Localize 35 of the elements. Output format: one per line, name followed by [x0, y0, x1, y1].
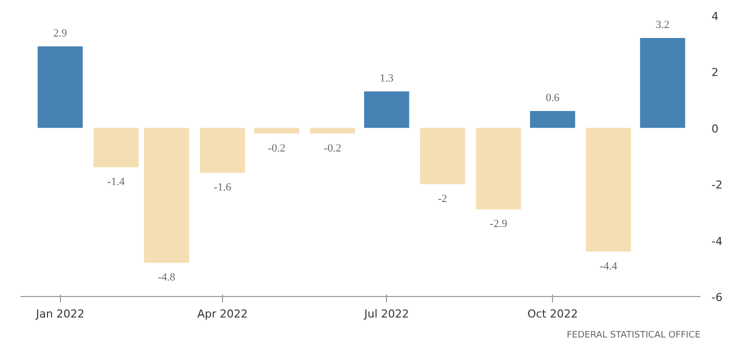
- bar: [530, 111, 576, 128]
- x-tick-label: Apr 2022: [197, 308, 248, 320]
- bar: [420, 128, 466, 184]
- bar: [640, 38, 686, 128]
- data-label: -1.4: [107, 176, 126, 188]
- bar: [200, 128, 246, 173]
- y-tick-label: -4: [712, 234, 722, 248]
- x-tick-label: Jan 2022: [34, 308, 84, 320]
- data-label: -4.8: [158, 272, 176, 284]
- bar: [476, 128, 522, 210]
- data-label: -0.2: [324, 142, 342, 154]
- data-label: -0.2: [268, 142, 286, 154]
- data-label: -1.6: [214, 182, 232, 194]
- data-label: -2: [438, 192, 448, 205]
- text: FEDERAL STATISTICAL OFFICE: [566, 330, 701, 340]
- bar: [254, 128, 300, 134]
- data-label: -2.9: [490, 218, 508, 230]
- x-tick-label: Jul 2022: [363, 308, 410, 320]
- data-label: 2.9: [53, 28, 68, 40]
- y-tick-label: -6: [712, 291, 722, 304]
- bar: [144, 128, 190, 263]
- bar: [364, 91, 410, 128]
- y-tick-label: 4: [712, 10, 718, 23]
- data-label: 0.6: [546, 92, 560, 104]
- y-tick-label: 0: [712, 122, 718, 136]
- bar: [586, 128, 632, 252]
- data-label: 1.3: [380, 72, 394, 85]
- y-tick-label: -2: [712, 178, 722, 192]
- bar: [310, 128, 356, 134]
- bar: [94, 128, 139, 168]
- data-label: -4.4: [600, 260, 618, 272]
- x-tick-label: Oct 2022: [527, 308, 578, 320]
- bar: [38, 46, 83, 128]
- y-tick-label: 2: [712, 66, 718, 80]
- data-label: 3.2: [656, 19, 670, 32]
